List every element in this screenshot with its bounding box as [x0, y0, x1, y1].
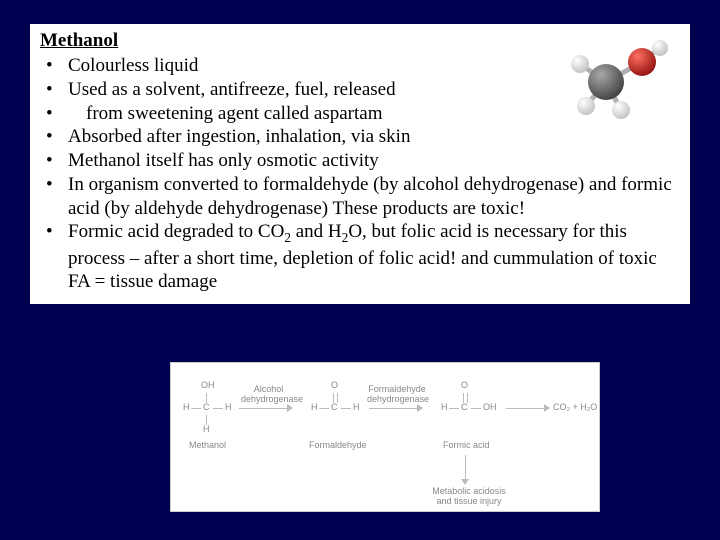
bullet-item: • Methanol itself has only osmotic activ…: [46, 149, 680, 173]
methanol-molecule-icon: [556, 30, 676, 130]
dg-oh: OH: [201, 381, 215, 391]
dg-h: H: [225, 403, 232, 413]
bullet-text: Methanol itself has only osmotic activit…: [68, 149, 680, 173]
dg-h: H: [353, 403, 360, 413]
dg-oh: OH: [483, 403, 497, 413]
dg-product: CO₂ + H₂O: [553, 403, 597, 413]
bullet-marker: •: [46, 149, 68, 173]
bullet-marker: •: [46, 54, 68, 78]
dg-h: H: [311, 403, 318, 413]
reaction-diagram: OH H C H H Methanol Alcohol dehydrogenas…: [170, 362, 600, 512]
bullet-marker: •: [46, 125, 68, 149]
dg-formic-label: Formic acid: [443, 441, 490, 451]
bullet-marker: •: [46, 102, 68, 126]
bullet-text: In organism converted to formaldehyde (b…: [68, 173, 680, 221]
dg-h: H: [441, 403, 448, 413]
dg-c: C: [331, 403, 338, 413]
dg-c: C: [461, 403, 468, 413]
dg-outcome: Metabolic acidosis and tissue injury: [429, 487, 509, 507]
dg-methanol-label: Methanol: [189, 441, 226, 451]
bullet-text: Formic acid degraded to CO2 and H2O, but…: [68, 220, 680, 294]
molecule-image: [556, 30, 676, 130]
dg-o: O: [461, 381, 468, 391]
bullet-marker: •: [46, 220, 68, 294]
bullet-item: • In organism converted to formaldehyde …: [46, 173, 680, 221]
dg-h: H: [203, 425, 210, 435]
dg-o: O: [331, 381, 338, 391]
dg-enzyme2: Formaldehyde dehydrogenase: [367, 385, 427, 405]
dg-formaldehyde-label: Formaldehyde: [309, 441, 367, 451]
bullet-marker: •: [46, 173, 68, 221]
bullet-marker: •: [46, 78, 68, 102]
dg-c: C: [203, 403, 210, 413]
dg-enzyme1: Alcohol dehydrogenase: [241, 385, 296, 405]
dg-h: H: [183, 403, 190, 413]
bullet-item: • Formic acid degraded to CO2 and H2O, b…: [46, 220, 680, 294]
